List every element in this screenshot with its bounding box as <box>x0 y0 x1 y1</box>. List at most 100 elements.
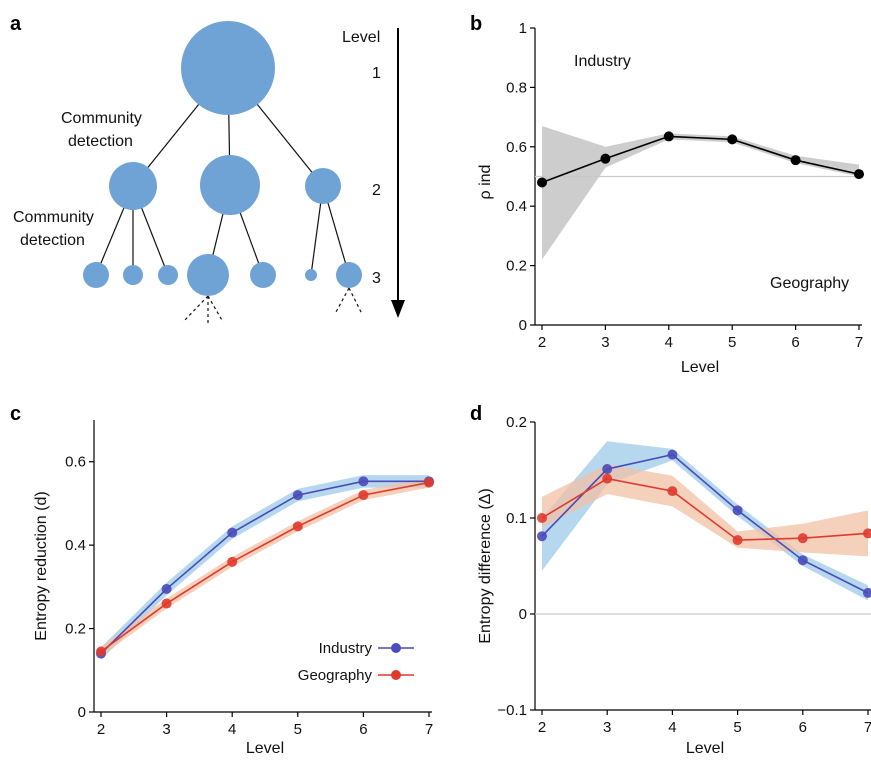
y-tick-label: 0.8 <box>506 79 527 96</box>
panel-c-legend: Industry Geography <box>298 640 414 684</box>
x-tick-label: 4 <box>668 719 676 736</box>
data-point-industry <box>797 555 808 566</box>
tree-dashed-edge <box>348 287 363 315</box>
legend-industry-label: Industry <box>319 640 373 657</box>
data-point-industry <box>358 476 369 487</box>
community-node <box>187 254 229 296</box>
x-tick-label: 2 <box>97 721 105 738</box>
data-point-geography <box>667 486 678 497</box>
data-point-geography <box>602 473 613 484</box>
x-tick-label: 5 <box>294 721 302 738</box>
x-tick-label: 3 <box>162 721 170 738</box>
community-detection-label-2-line1: Community <box>13 209 94 226</box>
panel-d-chart: d Entropy difference (Δ) Level −0.1 0 0.1 0… <box>470 403 871 757</box>
data-point-rho <box>727 134 738 145</box>
community-node <box>250 262 276 288</box>
community-detection-label-1-line1: Community <box>61 110 142 127</box>
x-tick-label: 5 <box>728 334 736 351</box>
data-point-industry <box>667 449 678 460</box>
data-point-geography <box>96 646 106 657</box>
x-tick-label: 3 <box>603 719 611 736</box>
community-node <box>83 262 109 288</box>
tree-nodes <box>83 21 362 296</box>
tree-dashed-edge <box>182 295 209 323</box>
x-tick-label: 6 <box>359 721 367 738</box>
data-point-geography <box>358 490 369 501</box>
data-point-rho <box>537 177 547 188</box>
x-tick-label: 5 <box>733 719 741 736</box>
data-point-geography <box>292 521 303 532</box>
panel-b-xlabel: Level <box>681 359 719 376</box>
y-tick-label: −0.1 <box>497 702 527 719</box>
y-tick-label: 0.2 <box>506 258 527 275</box>
level-title: Level <box>342 29 380 46</box>
community-node <box>305 168 341 204</box>
legend-industry-marker <box>391 643 401 653</box>
panel-a-tree: a Community detection Community detectio… <box>10 13 405 324</box>
series-line-industry <box>100 480 429 655</box>
data-point-rho <box>663 131 674 142</box>
data-point-industry <box>863 587 871 598</box>
data-point-geography <box>424 477 434 488</box>
data-point-industry <box>292 490 303 501</box>
x-tick-label: 2 <box>538 719 546 736</box>
community-node <box>109 162 157 210</box>
confidence-band-geography <box>101 477 429 657</box>
y-tick-label: 0.1 <box>506 510 527 527</box>
community-node <box>305 269 317 281</box>
y-tick-label: 0 <box>78 704 86 721</box>
y-tick-label: 0.6 <box>65 454 86 471</box>
series-line-industry <box>541 453 869 594</box>
tree-dashed-edge <box>207 295 224 323</box>
y-tick-label: 0 <box>519 606 527 623</box>
community-node <box>181 21 275 115</box>
series-line-rho <box>541 135 860 184</box>
level-number-3: 3 <box>372 270 381 287</box>
x-tick-label: 2 <box>538 334 546 351</box>
data-point-rho <box>854 169 864 180</box>
panel-d-xlabel: Level <box>686 740 724 757</box>
panel-c-label: c <box>10 403 21 425</box>
panel-b-label: b <box>470 13 482 35</box>
annotation-geography: Geography <box>770 275 849 292</box>
panel-b-ylabel: ρ ind <box>477 165 494 200</box>
x-tick-label: 4 <box>665 334 673 351</box>
panel-c-chart: c Entropy reduction (d) Level Industry G… <box>10 403 434 757</box>
panel-b-chart: b Industry Geography ρ ind Level 0 0.2 0.4… <box>470 13 864 376</box>
community-node <box>200 155 260 215</box>
series-line-geography <box>541 477 869 541</box>
panel-c-ylabel: Entropy reduction (d) <box>33 491 50 640</box>
data-point-industry <box>227 527 238 538</box>
x-tick-label: 7 <box>855 334 863 351</box>
y-tick-label: 1 <box>519 20 527 37</box>
data-point-rho <box>790 155 801 166</box>
data-point-geography <box>797 533 808 544</box>
y-tick-label: 0.2 <box>506 414 527 431</box>
legend-geography-marker <box>391 670 401 680</box>
confidence-band-geography <box>542 464 868 557</box>
community-node <box>336 262 362 288</box>
y-tick-label: 0 <box>519 317 527 334</box>
level-arrow-head <box>391 300 405 318</box>
community-detection-label-1-line2: detection <box>68 133 133 150</box>
x-tick-label: 4 <box>228 721 236 738</box>
annotation-industry: Industry <box>574 53 631 70</box>
x-tick-label: 3 <box>601 334 609 351</box>
y-tick-label: 0.2 <box>65 621 86 638</box>
data-point-industry <box>602 464 613 475</box>
data-point-geography <box>537 513 547 523</box>
community-node <box>123 265 143 285</box>
community-detection-label-2-line2: detection <box>20 232 85 249</box>
confidence-band-industry <box>101 475 429 660</box>
confidence-band-rho <box>542 126 859 260</box>
data-point-industry <box>537 531 547 542</box>
data-point-geography <box>732 535 743 546</box>
y-tick-label: 0.4 <box>65 537 86 554</box>
data-point-geography <box>227 556 238 567</box>
series-line-geography <box>100 481 430 653</box>
panel-d-label: d <box>470 403 482 425</box>
panel-a-label: a <box>10 13 22 35</box>
legend-geography-label: Geography <box>298 667 373 684</box>
data-point-industry <box>161 583 172 594</box>
